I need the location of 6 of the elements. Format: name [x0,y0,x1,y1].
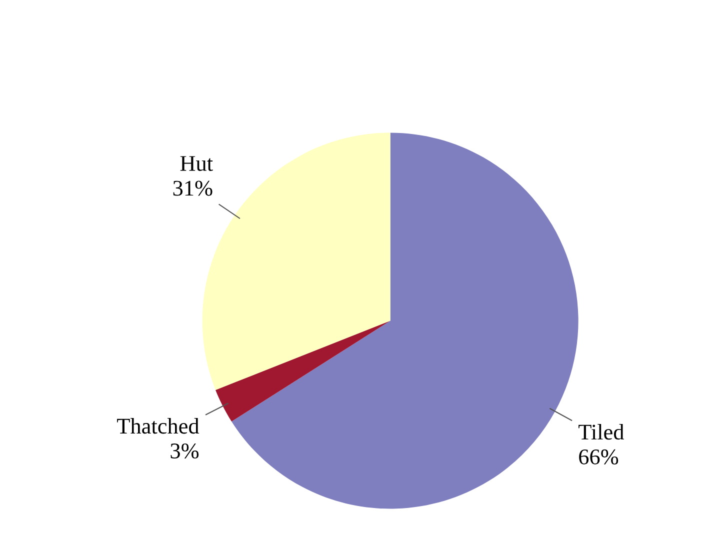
slice-label: Thatched [117,418,200,434]
slice-label: Tiled [578,424,624,440]
slice-label: Hut [180,156,213,171]
data-label: 3% [170,443,199,459]
data-label: 66% [579,449,618,464]
data-label: 31% [173,180,212,196]
